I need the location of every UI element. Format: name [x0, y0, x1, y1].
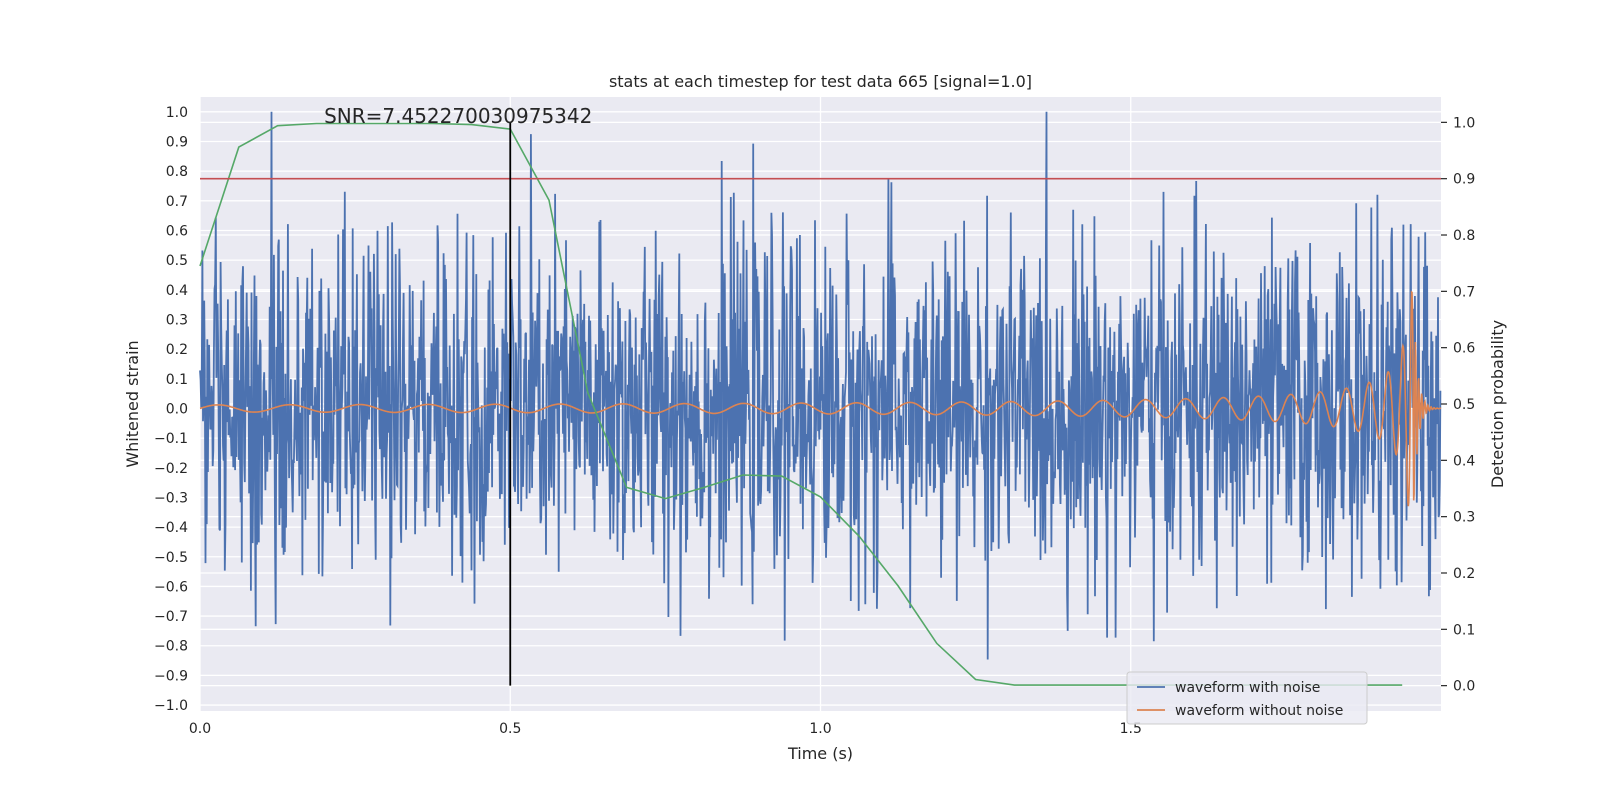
y-tick-label: −1.0: [154, 698, 188, 714]
y-tick-label: −0.5: [154, 550, 188, 566]
y-tick-label: −0.6: [154, 579, 188, 595]
y-tick-label: 0.2: [166, 342, 188, 358]
snr-annotation: SNR=7.452270030975342: [324, 104, 592, 128]
x-axis-title: Time (s): [787, 744, 853, 763]
y2-tick-label: 0.3: [1453, 510, 1475, 526]
y-tick-label: 0.0: [166, 401, 188, 417]
y-tick-label: 0.1: [166, 372, 188, 388]
y-tick-label: 0.4: [166, 283, 188, 299]
series-line-waveform-with-noise: [199, 111, 1442, 660]
y2-tick-label: 0.2: [1453, 566, 1475, 582]
y-axis: 1.0 0.9 0.8 0.7 0.6 0.5 0.4 0.3 0.2 0.1 0.0 −0.1 −0.…: [154, 105, 188, 714]
y2-tick-label: 0.0: [1453, 679, 1475, 695]
x-axis: 0.0 0.5 1.0 1.5: [189, 721, 1142, 737]
y2-axis: 1.0 0.9 0.8 0.7 0.6 0.5 0.4 0.3 0.2 0.1 0.0: [1441, 115, 1475, 695]
y-tick-label: 1.0: [166, 105, 188, 121]
y-tick-label: 0.3: [166, 312, 188, 328]
y-tick-label: 0.5: [166, 253, 188, 269]
y-axis-title: Whitened strain: [123, 340, 142, 467]
y-tick-label: −0.8: [154, 639, 188, 655]
series-line-waveform-without-noise: [199, 290, 1442, 507]
y-tick-label: 0.9: [166, 134, 188, 150]
y-tick-label: 0.7: [166, 194, 188, 210]
y-tick-label: 0.8: [166, 164, 188, 180]
y2-tick-label: 0.7: [1453, 284, 1475, 300]
y2-tick-label: 0.8: [1453, 228, 1475, 244]
y-tick-label: −0.1: [154, 431, 188, 447]
y2-tick-label: 0.9: [1453, 172, 1475, 188]
legend-box: [1126, 671, 1368, 725]
y-tick-label: −0.4: [154, 520, 188, 536]
y2-tick-label: 1.0: [1453, 115, 1475, 131]
x-tick-label: 0.0: [189, 721, 211, 737]
chart-title: stats at each timestep for test data 665…: [609, 72, 1032, 91]
y-tick-label: −0.3: [154, 490, 188, 506]
legend-label-waveform-with-noise: waveform with noise: [1175, 680, 1320, 696]
y-tick-label: −0.9: [154, 668, 188, 684]
y2-tick-label: 0.4: [1453, 453, 1475, 469]
x-tick-label: 1.5: [1120, 721, 1142, 737]
y-tick-label: −0.2: [154, 461, 188, 477]
y2-tick-label: 0.6: [1453, 341, 1475, 357]
y2-tick-label: 0.5: [1453, 397, 1475, 413]
legend: waveform with noise waveform without noi…: [1126, 671, 1368, 725]
legend-label-waveform-without-noise: waveform without noise: [1175, 703, 1343, 719]
y2-tick-label: 0.1: [1453, 622, 1475, 638]
x-tick-label: 0.5: [499, 721, 521, 737]
y-tick-label: 0.6: [166, 223, 188, 239]
x-tick-label: 1.0: [809, 721, 831, 737]
y2-axis-title: Detection probability: [1488, 320, 1507, 488]
y-tick-label: −0.7: [154, 609, 188, 625]
